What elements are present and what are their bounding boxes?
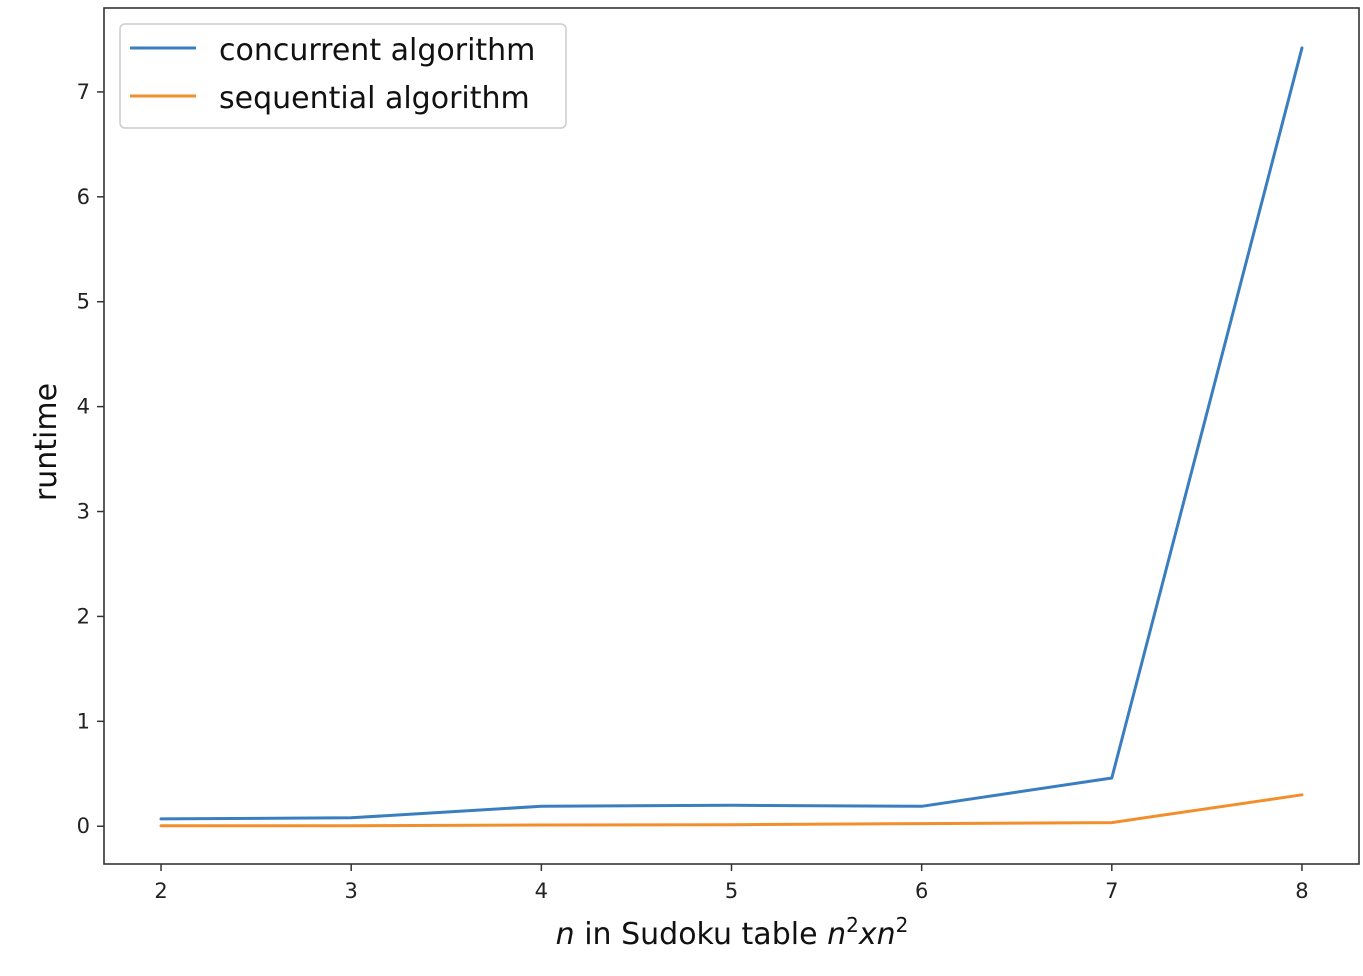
x-label-text: in Sudoku table: [575, 917, 827, 952]
y-tick-label-4: 4: [77, 395, 90, 419]
legend: concurrent algorithm sequential algorith…: [119, 23, 567, 129]
x-label-n: n: [556, 917, 575, 952]
series-line-concurrent: [159, 46, 1304, 821]
y-tick-label-5: 5: [77, 290, 90, 314]
x-tick-label-6: 6: [915, 879, 928, 903]
x-axis-ticks: 2 3 4 5 6 7 8: [154, 864, 1309, 903]
legend-label-concurrent: concurrent algorithm: [219, 33, 535, 68]
x-tick-label-3: 3: [345, 879, 358, 903]
x-tick-label-8: 8: [1295, 879, 1308, 903]
x-label-sup2: 2: [896, 913, 909, 937]
x-axis-label: n in Sudoku table n2xn2: [556, 913, 909, 952]
y-tick-label-2: 2: [77, 604, 90, 628]
x-label-x: x: [858, 917, 877, 952]
legend-label-sequential: sequential algorithm: [219, 81, 530, 116]
y-tick-label-0: 0: [77, 814, 90, 838]
y-tick-label-1: 1: [77, 709, 90, 733]
x-label-n2b: n: [877, 917, 896, 952]
x-tick-label-2: 2: [154, 879, 167, 903]
plot-frame: [103, 7, 1360, 865]
y-tick-label-3: 3: [77, 500, 90, 524]
x-tick-label-5: 5: [725, 879, 738, 903]
x-label-sup1: 2: [846, 913, 859, 937]
y-tick-label-7: 7: [77, 80, 90, 104]
series-line-sequential: [159, 793, 1304, 828]
legend-box: [119, 23, 567, 129]
x-tick-label-7: 7: [1105, 879, 1118, 903]
y-axis-ticks: 0 1 2 3 4 5 6 7: [77, 80, 104, 838]
x-label-n2a: n: [827, 917, 846, 952]
x-tick-label-4: 4: [535, 879, 548, 903]
series-lines: [159, 46, 1304, 828]
y-tick-label-6: 6: [77, 185, 90, 209]
y-axis-label: runtime: [29, 383, 64, 501]
